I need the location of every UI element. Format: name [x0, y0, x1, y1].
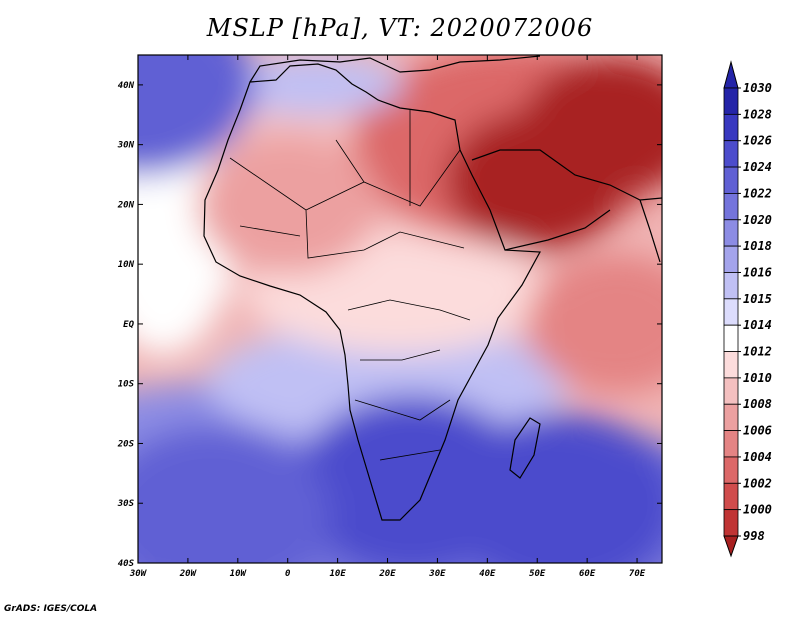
- colorbar-label: 1022: [743, 186, 772, 200]
- colorbar-swatch: [723, 245, 739, 273]
- colorbar-swatch: [723, 403, 739, 431]
- y-tick-label: 10S: [118, 380, 135, 390]
- high-pressure-center: [138, 425, 330, 563]
- low-pressure-center: [526, 253, 662, 394]
- colorbar: 1030 1028 1026 1024 1022 1020 1018 1016 1015 1014…: [723, 60, 772, 558]
- colorbar-label: 1015: [743, 292, 772, 306]
- colorbar-swatch: [723, 140, 739, 168]
- colorbar-label: 1026: [743, 134, 772, 148]
- colorbar-label: 1002: [743, 476, 772, 490]
- low-pressure-center: [521, 56, 662, 197]
- x-tick-label: 30E: [428, 569, 446, 579]
- colorbar-swatch: [723, 324, 739, 352]
- chart-title: MSLP [hPa], VT: 2020072006: [206, 14, 594, 42]
- y-tick-label: 40S: [118, 559, 135, 569]
- x-tick-label: 0: [285, 569, 291, 579]
- colorbar-label: 1016: [743, 265, 772, 279]
- axis-ticks: [137, 55, 662, 564]
- coastlines: [203, 55, 662, 521]
- colorbar-swatch: [723, 298, 739, 326]
- colorbar-label: 1012: [743, 345, 772, 359]
- europe-coastline: [249, 55, 541, 83]
- x-tick-label: 10W: [230, 569, 248, 579]
- colorbar-arrow-bottom: [723, 535, 739, 558]
- colorbar-label: 1030: [743, 81, 772, 95]
- colorbar-label: 1018: [743, 239, 772, 253]
- grads-credit: GrADS: IGES/COLA: [4, 604, 98, 614]
- x-tick-label: 20E: [378, 569, 396, 579]
- colorbar-swatch: [723, 482, 739, 511]
- y-tick-label: 20S: [117, 439, 135, 449]
- map-field: [138, 55, 662, 563]
- y-tick-labels: 40N 30N 20N 10N EQ 10S 20S 30S 40S: [117, 81, 135, 569]
- colorbar-label: 1006: [743, 424, 772, 438]
- colorbar-label: 1004: [743, 450, 772, 464]
- y-tick-label: 20N: [117, 200, 135, 210]
- x-tick-label: 10E: [329, 569, 346, 579]
- y-tick-label: 40N: [118, 81, 135, 91]
- colorbar-swatch: [723, 113, 739, 142]
- colorbar-label: 1014: [743, 318, 772, 332]
- y-tick-label: 30N: [117, 141, 135, 151]
- x-tick-labels: 30W 20W 10W 0 10E 20E 30E 40E 50E 60E 70E: [129, 569, 646, 579]
- colorbar-swatch: [723, 193, 739, 221]
- colorbar-swatch: [723, 219, 739, 247]
- colorbar-swatch: [723, 456, 739, 484]
- x-tick-label: 20W: [179, 569, 198, 579]
- colorbar-label: 1028: [743, 107, 772, 121]
- colorbar-swatch: [723, 430, 739, 458]
- high-pressure-center: [445, 413, 662, 563]
- colorbar-swatch: [723, 87, 739, 115]
- colorbar-swatch: [723, 166, 739, 194]
- colorbar-label: 998: [743, 529, 765, 543]
- colorbar-swatch: [723, 272, 739, 300]
- africa-coastline: [203, 63, 541, 521]
- india-coastline: [639, 199, 661, 263]
- colorbar-label: 1020: [743, 213, 772, 227]
- chart-svg: 30W 20W 10W 0 10E 20E 30E 40E 50E 60E 70E 40N 30N 20…: [117, 54, 772, 579]
- colorbar-label: 1024: [743, 160, 772, 174]
- x-tick-label: 50E: [529, 569, 546, 579]
- low-pressure-center: [196, 134, 379, 275]
- x-tick-label: 30W: [129, 569, 148, 579]
- colorbar-label: 1010: [743, 371, 772, 385]
- field-region: [222, 55, 403, 115]
- map-frame: [137, 54, 663, 564]
- high-pressure-center: [138, 55, 255, 175]
- colorbar-label: 1000: [743, 503, 772, 517]
- x-tick-label: 40E: [479, 569, 496, 579]
- pressure-field: [138, 55, 662, 563]
- y-tick-label: 30S: [117, 499, 135, 509]
- colorbar-swatch: [723, 377, 739, 405]
- colorbar-swatch: [723, 509, 739, 537]
- colorbar-swatch: [723, 351, 739, 379]
- y-tick-label: 10N: [118, 260, 135, 270]
- x-tick-label: 60E: [579, 569, 596, 579]
- x-tick-label: 70E: [629, 569, 646, 579]
- country-borders: [229, 110, 471, 461]
- colorbar-label: 1008: [743, 397, 772, 411]
- madagascar-coastline: [509, 417, 541, 479]
- colorbar-arrow-top: [723, 60, 739, 89]
- y-tick-label: EQ: [123, 320, 134, 330]
